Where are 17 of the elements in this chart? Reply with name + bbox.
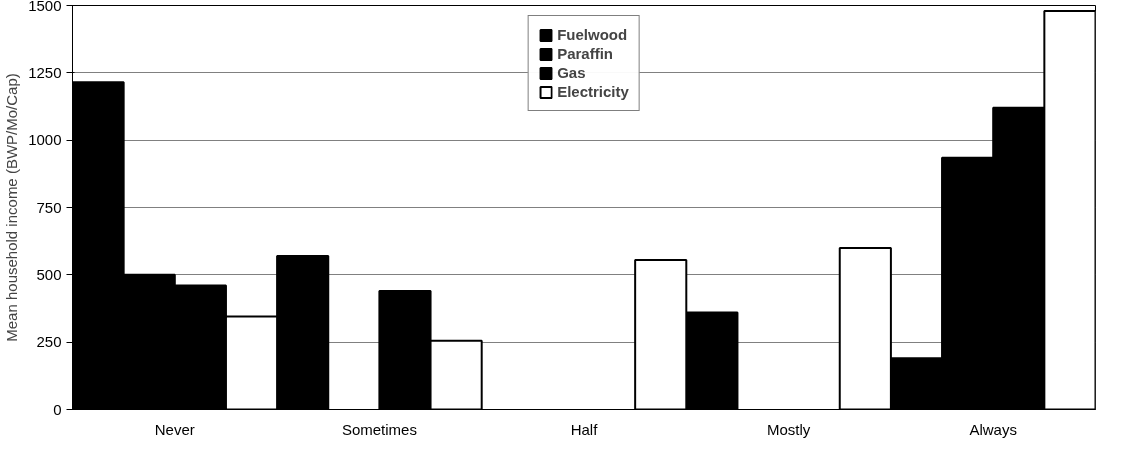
y-tick-label: 500 <box>36 265 62 283</box>
y-tick-label: 0 <box>53 400 62 418</box>
y-tick-label: 750 <box>36 198 62 216</box>
x-tick-label: Never <box>154 420 195 438</box>
legend-label: Gas <box>557 64 586 81</box>
legend-label: Paraffin <box>557 45 613 62</box>
x-tick-label: Half <box>570 420 599 438</box>
legend-label: Electricity <box>557 83 629 100</box>
x-tick-label: Mostly <box>766 420 811 438</box>
x-tick-label: Sometimes <box>341 420 417 438</box>
legend-label: Fuelwood <box>557 26 628 43</box>
x-tick-label: Always <box>969 420 1017 438</box>
y-tick-label: 1250 <box>28 63 62 81</box>
y-tick-label: 1500 <box>28 0 62 14</box>
y-tick-label: 1000 <box>28 131 62 149</box>
y-tick-label: 250 <box>36 333 62 351</box>
y-axis-title: Mean household income (BWP/Mo/Cap) <box>3 73 21 342</box>
